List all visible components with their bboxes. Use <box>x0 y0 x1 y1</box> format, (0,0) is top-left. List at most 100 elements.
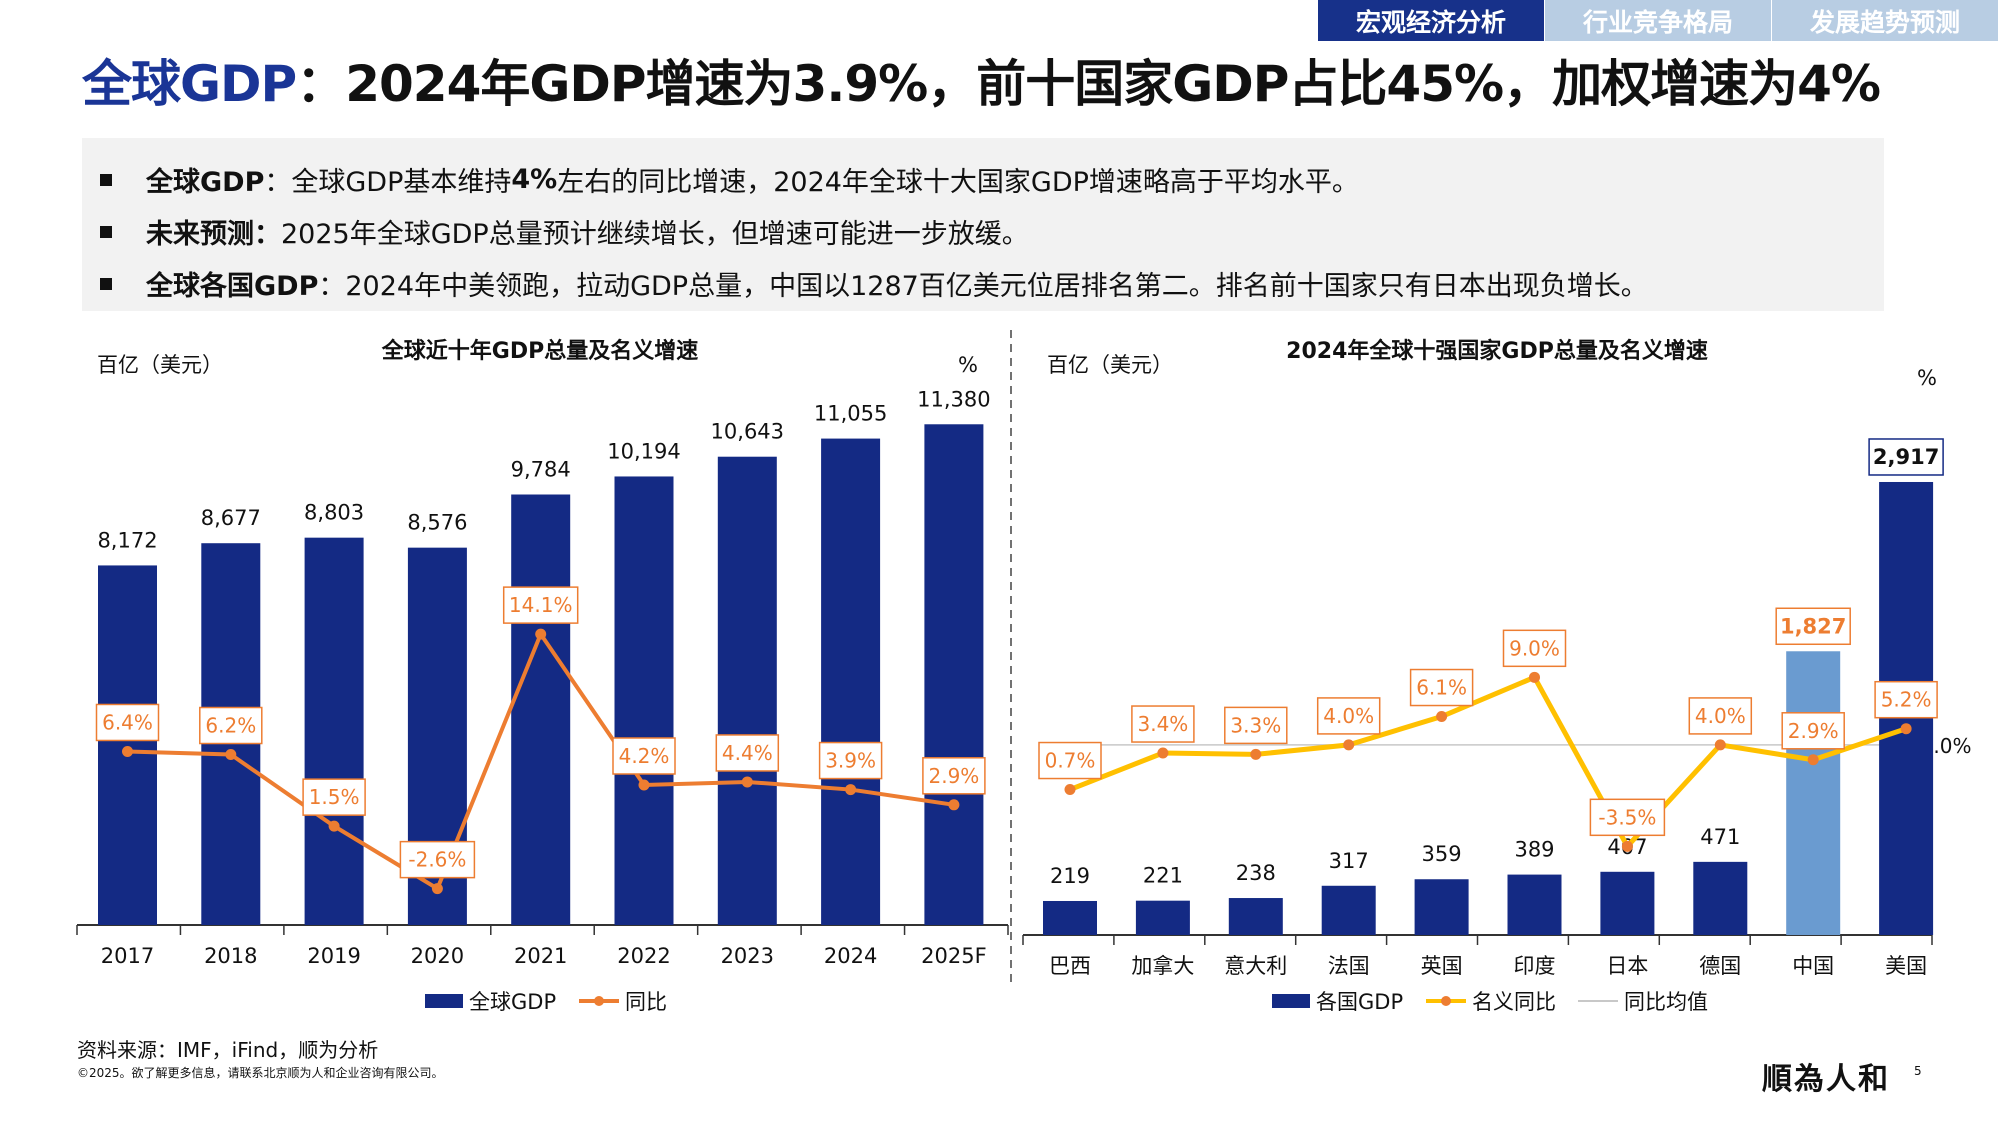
bullet-text: 左右的同比增速，2024年全球十大国家GDP增速略高于平均水平。 <box>557 167 1359 198</box>
line-value-label-box <box>818 741 883 780</box>
bar <box>1693 861 1748 935</box>
line-value-label: 4.0% <box>1323 704 1374 728</box>
x-tick-label: 2021 <box>514 944 567 968</box>
bullet-text: 2025年全球GDP总量预计继续增长，但增速可能进一步放缓。 <box>281 219 1029 250</box>
bar <box>924 424 984 925</box>
line-point <box>225 749 237 761</box>
line-value-label: 3.3% <box>1230 713 1281 737</box>
tab-trend-forecast[interactable]: 发展趋势预测 <box>1772 0 1998 41</box>
line-value-label-box <box>1131 705 1195 743</box>
bullet-text: ：全球GDP基本维持 <box>264 167 512 198</box>
y-axis-unit-right: % <box>958 353 978 377</box>
line-point <box>845 784 857 796</box>
page-number: 5 <box>1914 1064 1922 1078</box>
line-point <box>535 628 547 640</box>
tab-industry-competition[interactable]: 行业竞争格局 <box>1545 0 1771 41</box>
chart-title: 全球近十年GDP总量及名义增速 <box>381 338 698 364</box>
line-value-label-box <box>715 734 780 772</box>
bar-value-label: 8,576 <box>407 511 467 535</box>
bar-value-label: 359 <box>1422 842 1462 866</box>
bar-value-label: 9,784 <box>511 458 571 482</box>
line-value-label-box <box>1781 712 1845 750</box>
line-value-label: 2.9% <box>1788 719 1839 743</box>
title-highlight: 全球GDP <box>82 55 297 113</box>
chart-title: 2024年全球十强国家GDP总量及名义增速 <box>1286 338 1708 364</box>
line-value-label-box <box>199 706 263 745</box>
tab-macro-analysis[interactable]: 宏观经济分析 <box>1318 0 1544 41</box>
legend-line-marker <box>1441 996 1451 1006</box>
bullet-item: 未来预测： 2025年全球GDP总量预计继续增长，但增速可能进一步放缓。 <box>100 212 1029 251</box>
bar <box>511 494 571 925</box>
bar-value-label: 8,803 <box>304 501 364 525</box>
x-tick-label: 2018 <box>204 944 257 968</box>
line-value-label-box <box>1038 741 1102 780</box>
x-tick-label: 2020 <box>411 944 464 968</box>
bar-value-label: 8,677 <box>201 506 261 530</box>
bullet-bold: 4% <box>511 164 558 195</box>
bar-value-label: 317 <box>1329 849 1369 873</box>
line-point <box>1436 711 1448 723</box>
bar <box>614 476 674 925</box>
x-tick-label: 英国 <box>1421 954 1463 978</box>
bar <box>304 537 364 925</box>
bar-value-label: 1,827 <box>1780 614 1846 638</box>
x-tick-label: 美国 <box>1885 954 1927 978</box>
legend-line-label: 同比 <box>625 990 667 1014</box>
bullet-bold: 全球各国GDP <box>146 271 319 302</box>
bar-value-label: 2,917 <box>1873 445 1939 469</box>
line-value-label-box <box>1874 680 1938 719</box>
bullet-item: 全球GDP ：全球GDP基本维持 4% 左右的同比增速，2024年全球十大国家GDP增… <box>100 160 1359 199</box>
line-value-label-box <box>612 737 676 775</box>
bar <box>1043 900 1097 935</box>
x-tick-label: 法国 <box>1328 954 1370 978</box>
line-value-label: 0.7% <box>1045 749 1096 773</box>
legend-bar-label: 各国GDP <box>1316 990 1403 1014</box>
x-tick-label: 意大利 <box>1224 954 1287 978</box>
line-point <box>1064 784 1076 796</box>
legend-bar-label: 全球GDP <box>469 990 556 1014</box>
line-value-label: 6.4% <box>102 710 153 734</box>
bullet-icon <box>100 173 112 186</box>
bullet-bold: 未来预测： <box>146 219 281 250</box>
line-value-label-box <box>1502 629 1567 668</box>
bar-value-label-box <box>1868 438 1944 476</box>
x-tick-label: 德国 <box>1699 954 1741 978</box>
bar-value-label: 10,643 <box>711 420 784 444</box>
copyright: ©2025。欲了解更多信息，请联系北京顺为人和企业咨询有限公司。 <box>77 1066 444 1080</box>
line-point <box>122 745 133 757</box>
title-rest: ：2024年GDP增速为3.9%，前十国家GDP占比45%，加权增速为4% <box>296 55 1881 113</box>
line-value-label: 9.0% <box>1509 636 1560 660</box>
line-value-label: -3.5% <box>1598 805 1656 829</box>
bar-value-label: 10,194 <box>607 439 680 463</box>
line-value-label: 3.4% <box>1137 712 1188 736</box>
line-value-label: 3.9% <box>825 749 876 773</box>
bar <box>717 456 777 925</box>
x-tick-label: 2017 <box>101 944 154 968</box>
bar-value-label: 221 <box>1143 864 1183 888</box>
bar <box>1600 871 1655 935</box>
line-value-label: 6.1% <box>1416 676 1467 700</box>
bullet-item: 全球各国GDP ：2024年中美领跑，拉动GDP总量，中国以1287百亿美元位居排… <box>100 264 1648 303</box>
legend-bar-swatch <box>1272 994 1310 1008</box>
x-tick-label: 加拿大 <box>1131 954 1194 978</box>
bar-value-label: 219 <box>1050 864 1090 888</box>
line-point <box>948 799 960 811</box>
line-point <box>1807 754 1819 766</box>
line-point <box>431 883 443 895</box>
x-tick-label: 中国 <box>1792 954 1834 978</box>
company-logo: 順為人和 <box>1762 1062 1890 1097</box>
line-point <box>741 776 753 788</box>
page-title: 全球GDP：2024年GDP增速为3.9%，前十国家GDP占比45%，加权增速为… <box>82 44 1881 116</box>
legend-line-label: 名义同比 <box>1472 990 1556 1014</box>
y-axis-unit-right: % <box>1917 366 1937 390</box>
bar <box>1414 879 1469 935</box>
bar-value-label: 8,172 <box>97 528 157 552</box>
bullet-text: ：2024年中美领跑，拉动GDP总量，中国以1287百亿美元位居排名第二。排名前… <box>318 271 1648 302</box>
bar <box>1321 885 1376 935</box>
bar-value-label-box <box>1775 607 1851 646</box>
line-point <box>1250 748 1262 760</box>
bar <box>1507 874 1562 935</box>
line-value-label-box <box>302 778 366 816</box>
line-value-label: -2.6% <box>408 848 466 872</box>
y-axis-unit-left: 百亿（美元） <box>97 353 223 377</box>
